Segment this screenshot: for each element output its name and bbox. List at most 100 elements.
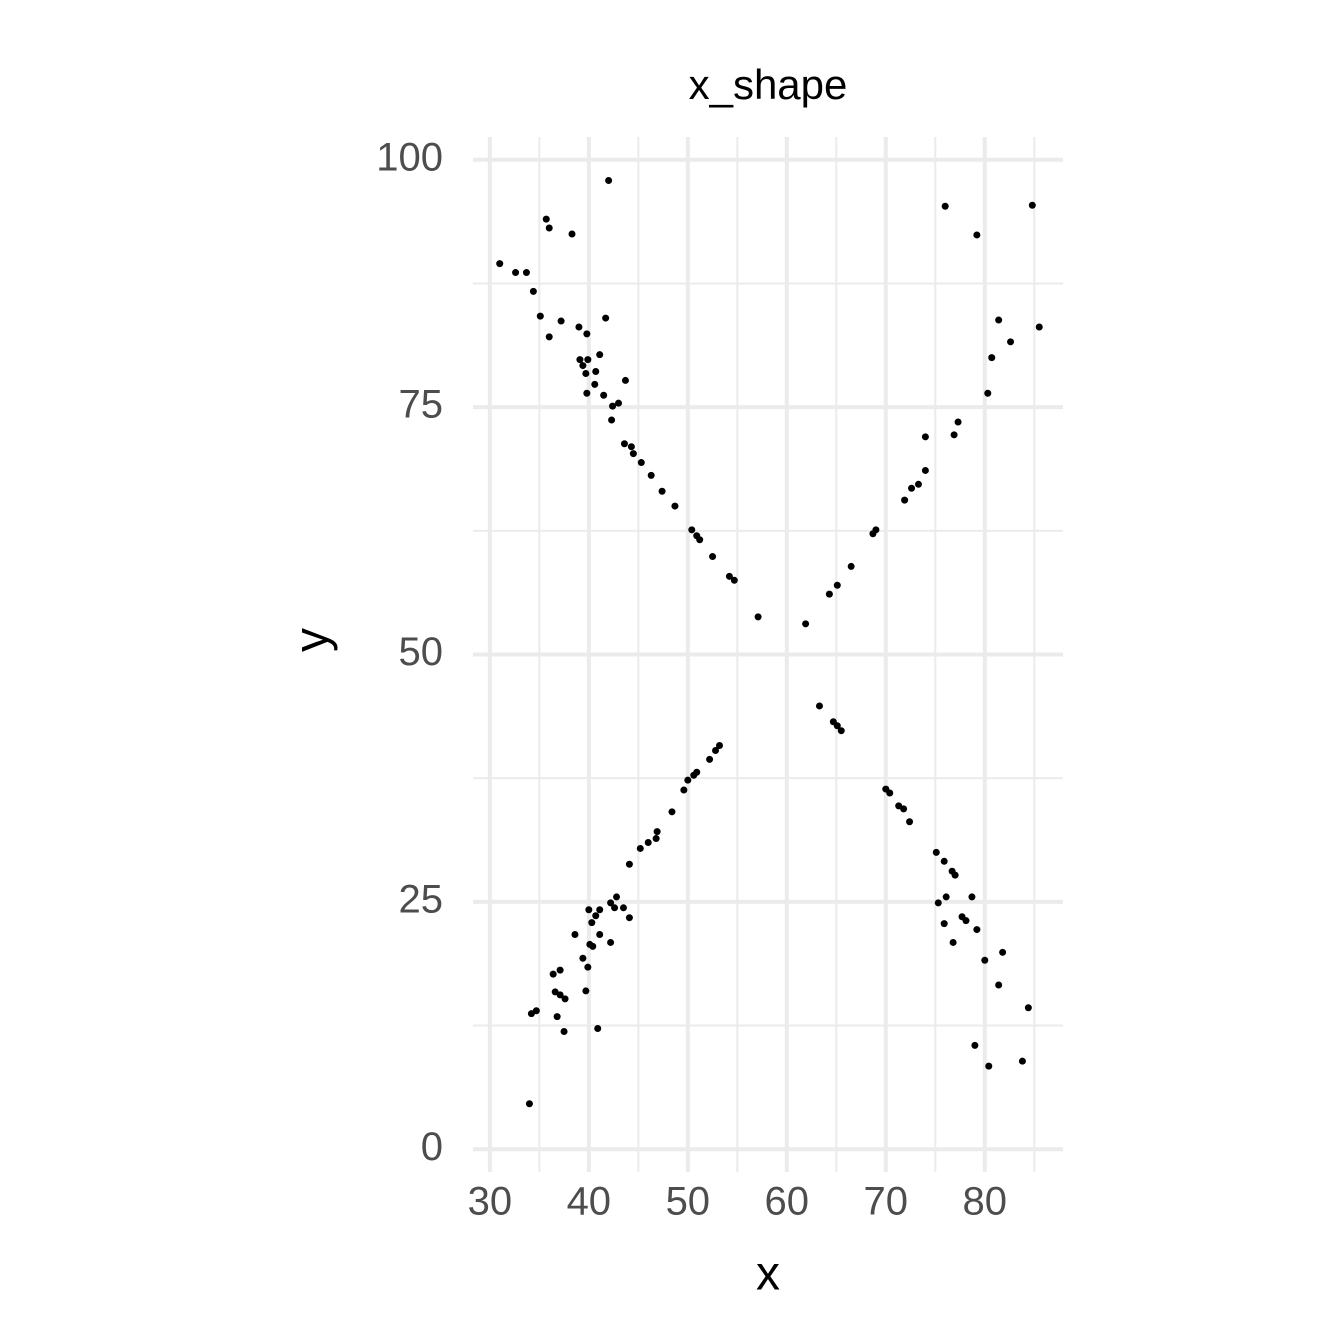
point: [596, 931, 604, 939]
point: [696, 536, 704, 544]
point: [585, 906, 593, 914]
point: [950, 431, 958, 439]
point: [583, 330, 591, 338]
x-tick-label: 30: [468, 1180, 513, 1224]
point: [653, 828, 661, 836]
point: [579, 362, 587, 370]
point: [725, 572, 733, 580]
point: [908, 484, 916, 492]
point: [932, 848, 940, 856]
point: [611, 904, 619, 912]
point: [940, 920, 948, 928]
point: [900, 805, 908, 813]
x-tick-label: 60: [765, 1180, 810, 1224]
point: [620, 440, 628, 448]
point: [652, 835, 660, 843]
point: [968, 893, 976, 901]
point: [962, 917, 970, 925]
point: [973, 926, 981, 934]
point: [921, 466, 929, 474]
point: [607, 938, 615, 946]
chart-title: x_shape: [689, 61, 848, 108]
point: [584, 356, 592, 364]
point: [588, 919, 596, 927]
point: [556, 991, 564, 999]
point: [730, 576, 738, 584]
point: [556, 966, 564, 974]
point: [941, 202, 949, 210]
point: [1024, 1004, 1032, 1012]
point: [712, 746, 720, 754]
point: [545, 224, 553, 232]
point: [522, 269, 530, 277]
point: [613, 893, 621, 901]
point: [571, 931, 579, 939]
point: [644, 839, 652, 847]
point: [619, 904, 627, 912]
point: [690, 771, 698, 779]
point: [637, 459, 645, 467]
x-tick-label: 80: [963, 1180, 1008, 1224]
point: [647, 471, 655, 479]
point: [688, 526, 696, 534]
point: [542, 215, 550, 223]
point: [906, 818, 914, 826]
point: [833, 581, 841, 589]
point: [973, 231, 981, 239]
y-axis-title: y: [286, 628, 339, 652]
point: [658, 487, 666, 495]
point: [584, 963, 592, 971]
point: [837, 727, 845, 735]
y-tick-label: 50: [399, 630, 444, 674]
point: [536, 312, 544, 320]
point: [668, 808, 676, 816]
point: [607, 899, 615, 907]
point: [995, 981, 1003, 989]
point: [568, 230, 576, 238]
point: [591, 380, 599, 388]
point: [557, 317, 565, 325]
point: [709, 553, 717, 561]
point: [999, 948, 1007, 956]
point: [629, 450, 637, 458]
point: [582, 987, 590, 995]
point: [981, 956, 989, 964]
x-tick-label: 40: [567, 1180, 612, 1224]
point: [954, 418, 962, 426]
point: [625, 860, 633, 868]
point: [549, 970, 557, 978]
point: [671, 502, 679, 510]
point: [596, 906, 604, 914]
x-tick-label: 70: [864, 1180, 909, 1224]
point: [984, 389, 992, 397]
point: [496, 260, 504, 268]
y-tick-label: 100: [376, 135, 443, 179]
point: [715, 742, 723, 750]
point: [971, 1041, 979, 1049]
point: [1028, 201, 1036, 209]
point: [985, 1062, 993, 1070]
point: [582, 369, 590, 377]
point: [545, 333, 553, 341]
point: [934, 899, 942, 907]
point: [605, 177, 613, 185]
point: [636, 844, 644, 852]
point: [872, 526, 880, 534]
point: [600, 391, 608, 399]
point: [627, 443, 635, 451]
point: [1018, 1057, 1026, 1065]
point: [525, 1100, 533, 1108]
point: [596, 351, 604, 359]
point: [560, 1027, 568, 1035]
y-tick-label: 25: [399, 877, 444, 921]
point: [592, 368, 600, 376]
point: [575, 323, 583, 331]
y-tick-label: 0: [421, 1125, 443, 1169]
point: [833, 722, 841, 730]
point: [594, 1025, 602, 1033]
point: [951, 871, 959, 879]
point: [512, 269, 520, 277]
point: [608, 416, 616, 424]
point: [553, 1013, 561, 1021]
